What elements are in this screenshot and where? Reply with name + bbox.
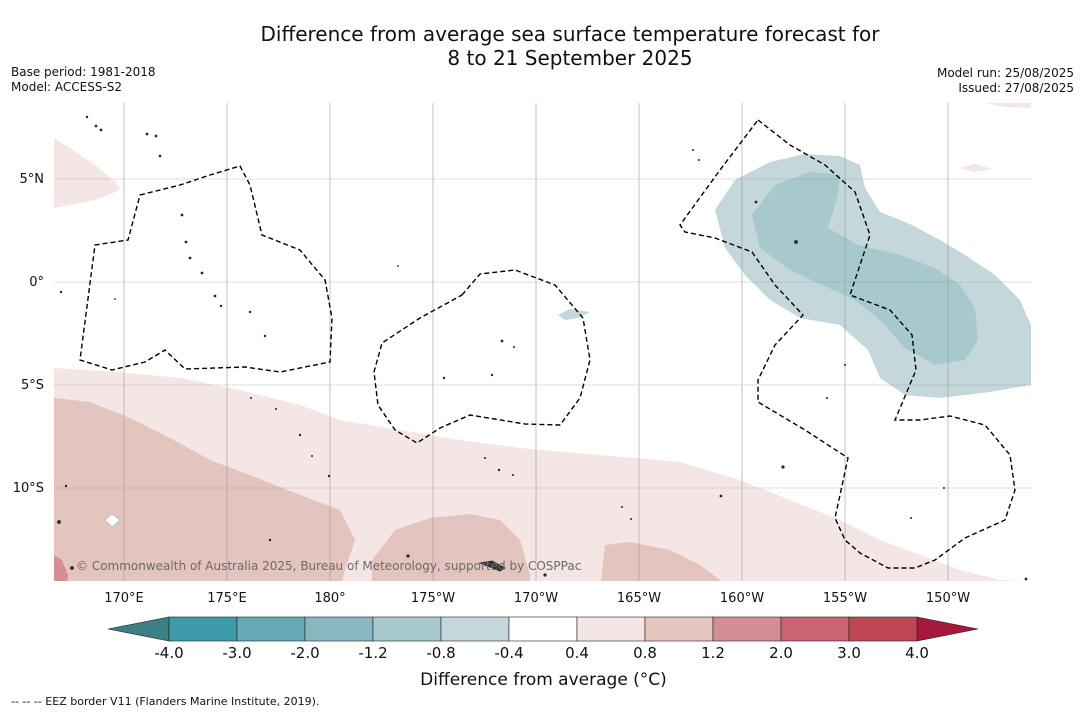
meridians bbox=[123, 103, 949, 581]
lon-label: 180° bbox=[314, 591, 345, 606]
colorbar-tick-label: 2.0 bbox=[769, 644, 793, 662]
colorbar-tick-label: -4.0 bbox=[154, 644, 183, 662]
lon-label: 175°E bbox=[207, 591, 247, 606]
chart-title: Difference from average sea surface temp… bbox=[0, 22, 1085, 70]
lon-label: 170°E bbox=[104, 591, 144, 606]
lon-label: 150°W bbox=[926, 591, 970, 606]
anomaly-fields bbox=[54, 103, 1031, 581]
issued-date: Issued: 27/08/2025 bbox=[958, 81, 1074, 95]
eez-kiribati-gilbert bbox=[79, 165, 333, 373]
eez-borders bbox=[79, 119, 1016, 569]
islands bbox=[57, 115, 1028, 581]
lon-label: 175°W bbox=[411, 591, 455, 606]
colorbar-segment bbox=[304, 616, 374, 642]
colorbar-tick-label: 0.4 bbox=[565, 644, 589, 662]
graticule bbox=[54, 178, 1031, 489]
colorbar-tick-label: 3.0 bbox=[837, 644, 861, 662]
colorbar-segments bbox=[168, 616, 918, 642]
warm-anomaly-northeast bbox=[958, 164, 992, 172]
colorbar-tick-label: -0.8 bbox=[426, 644, 455, 662]
eez-phoenix bbox=[373, 269, 591, 444]
colorbar-labels: -4.0 -3.0 -2.0 -1.2 -0.8 -0.4 0.4 0.8 1.… bbox=[154, 644, 929, 662]
colorbar-segment bbox=[236, 616, 306, 642]
colorbar-segment bbox=[168, 616, 238, 642]
meta-left: Base period: 1981-2018 Model: ACCESS-S2 bbox=[11, 65, 156, 95]
cool-anomaly-small bbox=[558, 309, 590, 320]
model-run: Model run: 25/08/2025 bbox=[936, 66, 1074, 80]
island-outline bbox=[104, 513, 121, 528]
colorbar-segment bbox=[576, 616, 646, 642]
colorbar-segment bbox=[644, 616, 714, 642]
colorbar-segment bbox=[372, 616, 442, 642]
colorbar-tick-label: -3.0 bbox=[222, 644, 251, 662]
colorbar-segment bbox=[508, 616, 578, 642]
latitude-labels: 5°N 0° 5°S 10°S bbox=[13, 172, 44, 496]
colorbar-segment bbox=[712, 616, 782, 642]
colorbar-segment bbox=[780, 616, 850, 642]
title-line-1: Difference from average sea surface temp… bbox=[260, 22, 880, 46]
colorbar-tick-label: -1.2 bbox=[358, 644, 387, 662]
lon-label: 170°W bbox=[514, 591, 558, 606]
warm-anomaly-mid-east bbox=[601, 542, 721, 581]
eez-line-islands bbox=[679, 119, 1016, 569]
colorbar-tick-label: 0.8 bbox=[633, 644, 657, 662]
meta-right: Model run: 25/08/2025 Issued: 27/08/2025 bbox=[937, 66, 1074, 96]
warm-anomaly-strong bbox=[54, 555, 68, 581]
colorbar-tick-label: -2.0 bbox=[290, 644, 319, 662]
lat-label: 5°N bbox=[20, 172, 45, 187]
copyright-text: © Commonwealth of Australia 2025, Bureau… bbox=[76, 559, 581, 573]
warm-anomaly-northwest bbox=[54, 138, 120, 208]
colorbar-title: Difference from average (°C) bbox=[420, 670, 667, 690]
colorbar-tick-label: -0.4 bbox=[494, 644, 523, 662]
title-line-2: 8 to 21 September 2025 bbox=[447, 46, 693, 70]
colorbar-high-extend bbox=[916, 616, 979, 642]
lon-label: 165°W bbox=[617, 591, 661, 606]
colorbar-tick-label: 1.2 bbox=[701, 644, 725, 662]
cool-anomaly-inner bbox=[752, 172, 978, 365]
warm-anomaly-mid-west bbox=[54, 398, 355, 581]
base-period: Base period: 1981-2018 bbox=[11, 65, 156, 79]
lon-label: 160°W bbox=[720, 591, 764, 606]
warm-anomaly-corner bbox=[985, 103, 1031, 108]
colorbar: -4.0 -3.0 -2.0 -1.2 -0.8 -0.4 0.4 0.8 1.… bbox=[107, 616, 979, 662]
lat-label: 5°S bbox=[21, 378, 44, 393]
eez-footnote: -- -- -- EEZ border V11 (Flanders Marine… bbox=[11, 695, 320, 708]
colorbar-low-extend bbox=[107, 616, 170, 642]
colorbar-segment bbox=[440, 616, 510, 642]
model-name: Model: ACCESS-S2 bbox=[11, 80, 123, 94]
lat-label: 10°S bbox=[13, 481, 44, 496]
colorbar-tick-label: 4.0 bbox=[905, 644, 929, 662]
lon-label: 155°W bbox=[823, 591, 867, 606]
colorbar-segment bbox=[848, 616, 918, 642]
longitude-labels: 170°E 175°E 180° 175°W 170°W 165°W 160°W… bbox=[104, 591, 970, 606]
lat-label: 0° bbox=[29, 275, 44, 290]
